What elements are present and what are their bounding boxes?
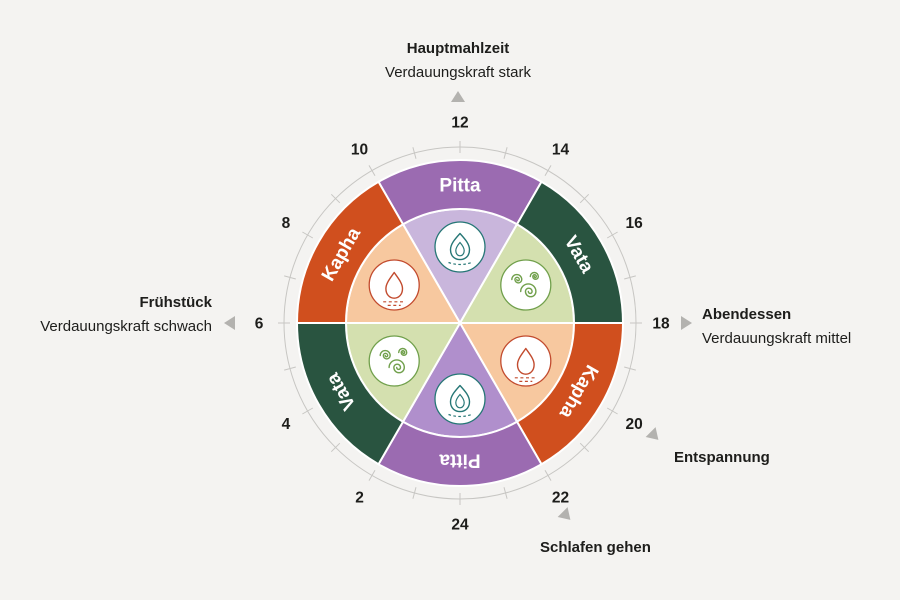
annotation-title: Entspannung — [674, 449, 770, 466]
hour-label: 8 — [282, 215, 291, 232]
hour-tick — [503, 147, 508, 159]
annotation-subtitle: Verdauungskraft schwach — [40, 318, 212, 335]
annotation-subtitle: Verdauungskraft mittel — [702, 330, 852, 347]
ring-segment-kapha — [296, 180, 404, 324]
hour-tick — [624, 366, 636, 371]
arrow-left-icon — [224, 316, 235, 330]
annotation-abendessen: Abendessen Verdauungskraft mittel — [702, 303, 900, 351]
segment-label: Pitta — [439, 449, 481, 470]
segment-label: Pitta — [439, 176, 481, 197]
hour-label: 14 — [552, 141, 570, 158]
hour-tick — [330, 442, 341, 453]
arrow-right-icon — [681, 316, 692, 330]
wind-icon — [368, 335, 420, 387]
hour-tick — [368, 469, 376, 481]
hour-tick — [579, 442, 590, 453]
hour-tick — [302, 407, 314, 415]
annotation-schlafen-gehen: Schlafen gehen — [540, 536, 651, 560]
hour-label: 16 — [625, 215, 643, 232]
hour-label: 20 — [625, 416, 642, 433]
drop-icon — [500, 335, 552, 387]
annotation-entspannung: Entspannung — [674, 446, 770, 470]
annotation-hauptmahlzeit: Hauptmahlzeit Verdauungskraft stark — [258, 37, 658, 85]
annotation-title: Hauptmahlzeit — [406, 40, 510, 57]
annotation-title: Schlafen gehen — [540, 539, 651, 556]
hour-tick — [302, 231, 314, 239]
hour-tick — [412, 147, 417, 159]
hour-tick — [330, 193, 341, 204]
hour-tick — [579, 193, 590, 204]
annotation-title: Frühstück — [139, 294, 212, 311]
hour-tick — [412, 487, 417, 499]
hour-tick — [606, 231, 618, 239]
hour-tick — [606, 407, 618, 415]
flame-icon — [434, 373, 486, 425]
hour-tick — [368, 165, 376, 177]
hour-label: 6 — [255, 315, 264, 332]
hour-label: 2 — [355, 490, 364, 507]
hour-tick — [544, 469, 552, 481]
flame-icon — [434, 221, 486, 273]
hour-tick — [544, 165, 552, 177]
annotation-subtitle: Verdauungskraft stark — [385, 64, 531, 81]
hour-label: 10 — [351, 141, 368, 158]
annotation-title: Abendessen — [702, 306, 792, 323]
hour-tick — [284, 366, 296, 371]
drop-icon — [368, 259, 420, 311]
hour-label: 12 — [451, 114, 468, 131]
hour-tick — [284, 275, 296, 280]
hour-label: 24 — [451, 516, 469, 533]
hour-tick — [624, 275, 636, 280]
arrow-up-icon — [451, 91, 465, 102]
annotation-fruehstueck: Frühstück Verdauungskraft schwach — [2, 291, 212, 339]
hour-label: 22 — [552, 490, 569, 507]
hour-tick — [503, 487, 508, 499]
hour-label: 18 — [652, 315, 670, 332]
hour-label: 4 — [282, 416, 291, 433]
wind-icon — [500, 259, 552, 311]
